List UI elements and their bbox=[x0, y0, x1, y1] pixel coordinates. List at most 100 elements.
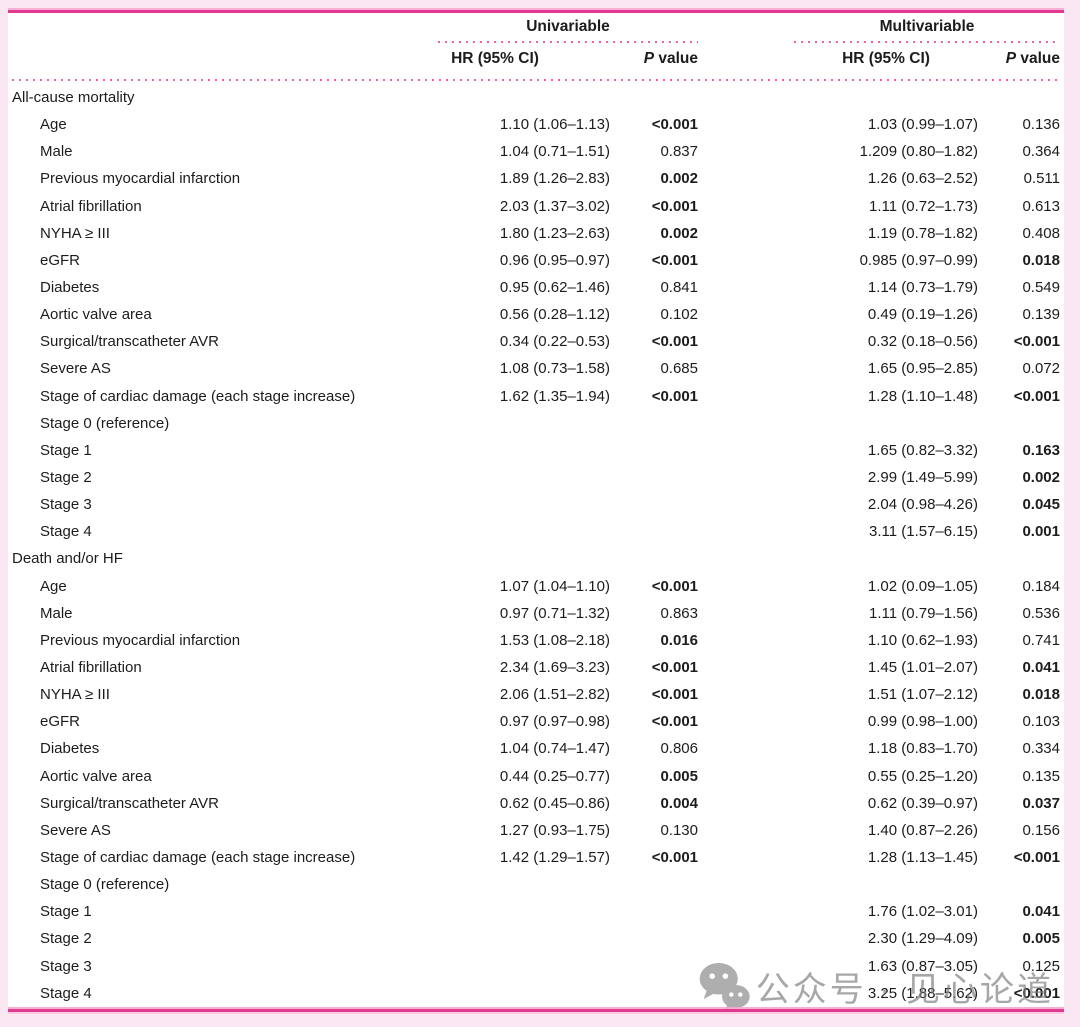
table-row: Stage 2 2.30 (1.29–4.09) 0.005 bbox=[12, 925, 1060, 952]
mv-p-cell: <0.001 bbox=[1013, 333, 1060, 351]
group-header-row: Univariable Multivariable bbox=[12, 13, 1060, 43]
dotted-rule bbox=[794, 41, 1060, 43]
mv-hr-cell: 1.40 (0.87–2.26) bbox=[867, 821, 978, 839]
mv-p-cell: 0.037 bbox=[1022, 794, 1060, 812]
uni-hr-cell: 0.62 (0.45–0.86) bbox=[499, 794, 610, 812]
uni-p-cell: <0.001 bbox=[651, 577, 698, 595]
uni-hr-cell: 1.42 (1.29–1.57) bbox=[499, 849, 610, 866]
mv-p-cell: 0.002 bbox=[1022, 469, 1060, 487]
p-italic: P bbox=[643, 50, 655, 67]
uni-p-cell: <0.001 bbox=[651, 686, 698, 704]
table-row: Male 1.04 (0.71–1.51) 0.837 1.209 (0.80–1.8… bbox=[12, 138, 1060, 165]
uni-hr-cell: 0.34 (0.22–0.53) bbox=[499, 333, 610, 351]
p-rest: value bbox=[1016, 50, 1060, 67]
mv-p-cell: 0.005 bbox=[1022, 930, 1060, 948]
table-header: Univariable Multivariable HR (95% CI) P … bbox=[12, 13, 1060, 81]
table-row: Surgical/transcatheter AVR 0.34 (0.22–0.5… bbox=[12, 328, 1060, 355]
mv-hr-cell: 1.14 (0.73–1.79) bbox=[867, 279, 978, 297]
uni-p-cell: <0.001 bbox=[651, 333, 698, 351]
table-row: Diabetes 0.95 (0.62–1.46) 0.841 1.14 (0.73–… bbox=[12, 274, 1060, 301]
table-row: Stage 0 (reference) bbox=[12, 410, 1060, 437]
row-label: Aortic valve area bbox=[40, 767, 152, 785]
row-label: Stage 0 (reference) bbox=[40, 414, 170, 432]
row-label: eGFR bbox=[40, 251, 81, 269]
mv-p-cell: 0.156 bbox=[1022, 821, 1060, 839]
row-label: Diabetes bbox=[40, 740, 100, 758]
mv-hr-cell: 1.03 (0.99–1.07) bbox=[867, 116, 978, 134]
table-row: NYHA ≥ III 1.80 (1.23–2.63) 0.002 1.19 (0.7… bbox=[12, 220, 1060, 247]
p-italic: P bbox=[1005, 50, 1017, 67]
mv-p-cell: 0.125 bbox=[1022, 957, 1060, 975]
uni-hr-cell: 1.07 (1.04–1.10) bbox=[499, 577, 610, 595]
row-label: Male bbox=[40, 143, 73, 161]
mv-hr-cell: 0.99 (0.98–1.00) bbox=[867, 713, 978, 731]
mv-hr-cell: 1.02 (0.09–1.05) bbox=[867, 577, 978, 595]
uni-hr-cell: 2.34 (1.69–3.23) bbox=[499, 659, 610, 677]
mv-p-cell: 0.041 bbox=[1022, 659, 1060, 677]
table-row: Stage 3 2.04 (0.98–4.26) 0.045 bbox=[12, 491, 1060, 518]
mv-hr-cell: 0.55 (0.25–1.20) bbox=[867, 767, 978, 785]
uni-p-cell: 0.005 bbox=[660, 767, 698, 785]
uni-p-cell: 0.002 bbox=[660, 224, 698, 242]
uni-hr-cell: 1.53 (1.08–2.18) bbox=[499, 631, 610, 649]
section-title: All-cause mortality bbox=[12, 89, 135, 107]
uni-hr-cell: 1.08 (0.73–1.58) bbox=[499, 360, 610, 378]
mv-p-cell: <0.001 bbox=[1013, 849, 1060, 866]
row-label: Stage 4 bbox=[40, 984, 92, 1002]
uni-p-cell: 0.004 bbox=[660, 794, 698, 812]
table-row: Severe AS 1.27 (0.93–1.75) 0.130 1.40 (0.87… bbox=[12, 817, 1060, 844]
uni-hr-cell: 0.96 (0.95–0.97) bbox=[499, 251, 610, 269]
uni-hr-cell: 1.10 (1.06–1.13) bbox=[499, 116, 610, 134]
top-rule bbox=[8, 10, 1064, 13]
mv-hr-cell: 1.65 (0.82–3.32) bbox=[867, 441, 978, 459]
group-header-multivariable: Multivariable bbox=[794, 18, 1060, 43]
mv-hr-cell: 0.32 (0.18–0.56) bbox=[867, 333, 978, 351]
table-row: Surgical/transcatheter AVR 0.62 (0.45–0.8… bbox=[12, 790, 1060, 817]
mv-hr-cell: 1.28 (1.10–1.48) bbox=[867, 387, 978, 405]
row-label: Aortic valve area bbox=[40, 306, 152, 324]
uni-hr-cell: 0.97 (0.71–1.32) bbox=[499, 604, 610, 622]
table-row: Stage 4 3.11 (1.57–6.15) 0.001 bbox=[12, 518, 1060, 545]
mv-hr-cell: 1.19 (0.78–1.82) bbox=[867, 224, 978, 242]
mv-p-cell: <0.001 bbox=[1013, 387, 1060, 405]
row-label: Stage 2 bbox=[40, 930, 92, 948]
mv-p-cell: 0.536 bbox=[1022, 604, 1060, 622]
row-label: Atrial fibrillation bbox=[40, 659, 142, 677]
row-label: Stage 3 bbox=[40, 957, 92, 975]
statistics-table: Univariable Multivariable HR (95% CI) P … bbox=[8, 13, 1064, 1009]
mv-hr-cell: 1.65 (0.95–2.85) bbox=[867, 360, 978, 378]
mv-hr-cell: 1.10 (0.62–1.93) bbox=[867, 631, 978, 649]
row-label: Previous myocardial infarction bbox=[40, 170, 241, 188]
table-row: Atrial fibrillation 2.03 (1.37–3.02) <0.00… bbox=[12, 193, 1060, 220]
mv-hr-cell: 1.11 (0.79–1.56) bbox=[869, 604, 978, 622]
bottom-rule bbox=[8, 1009, 1064, 1012]
group-label: Univariable bbox=[526, 18, 610, 35]
table-row: Stage of cardiac damage (each stage incr… bbox=[12, 844, 1060, 871]
row-label: Age bbox=[40, 577, 67, 595]
uni-p-cell: <0.001 bbox=[651, 659, 698, 677]
table-row: Aortic valve area 0.44 (0.25–0.77) 0.005 0.… bbox=[12, 763, 1060, 790]
table-row: Male 0.97 (0.71–1.32) 0.863 1.11 (0.79–1.56… bbox=[12, 600, 1060, 627]
mv-hr-cell: 2.04 (0.98–4.26) bbox=[867, 496, 978, 514]
uni-p-cell: 0.130 bbox=[660, 821, 698, 839]
p-rest: value bbox=[654, 50, 698, 67]
row-label: Stage 1 bbox=[40, 903, 92, 921]
mv-hr-cell: 1.45 (1.01–2.07) bbox=[867, 659, 978, 677]
uni-p-cell: 0.002 bbox=[660, 170, 698, 188]
uni-p-cell: 0.863 bbox=[660, 604, 698, 622]
uni-hr-cell: 1.04 (0.74–1.47) bbox=[499, 740, 610, 758]
table-row: Stage 1 1.65 (0.82–3.32) 0.163 bbox=[12, 437, 1060, 464]
uni-hr-cell: 2.06 (1.51–2.82) bbox=[499, 686, 610, 704]
mv-hr-cell: 2.30 (1.29–4.09) bbox=[867, 930, 978, 948]
mv-p-cell: 0.103 bbox=[1022, 713, 1060, 731]
row-label: Stage 1 bbox=[40, 441, 92, 459]
table-body: All-cause mortality Age 1.10 (1.06–1.13) <0… bbox=[12, 84, 1060, 1007]
table-row: Stage 2 2.99 (1.49–5.99) 0.002 bbox=[12, 464, 1060, 491]
table-row: Aortic valve area 0.56 (0.28–1.12) 0.102 0.… bbox=[12, 301, 1060, 328]
row-label: Atrial fibrillation bbox=[40, 197, 142, 215]
table-row: Age 1.10 (1.06–1.13) <0.001 1.03 (0.99–1.07… bbox=[12, 111, 1060, 138]
mv-p-cell: 0.135 bbox=[1022, 767, 1060, 785]
mv-p-cell: 0.334 bbox=[1022, 740, 1060, 758]
mv-p-cell: 0.018 bbox=[1022, 686, 1060, 704]
column-header-row: HR (95% CI) P value HR (95% CI) P value bbox=[12, 43, 1060, 75]
